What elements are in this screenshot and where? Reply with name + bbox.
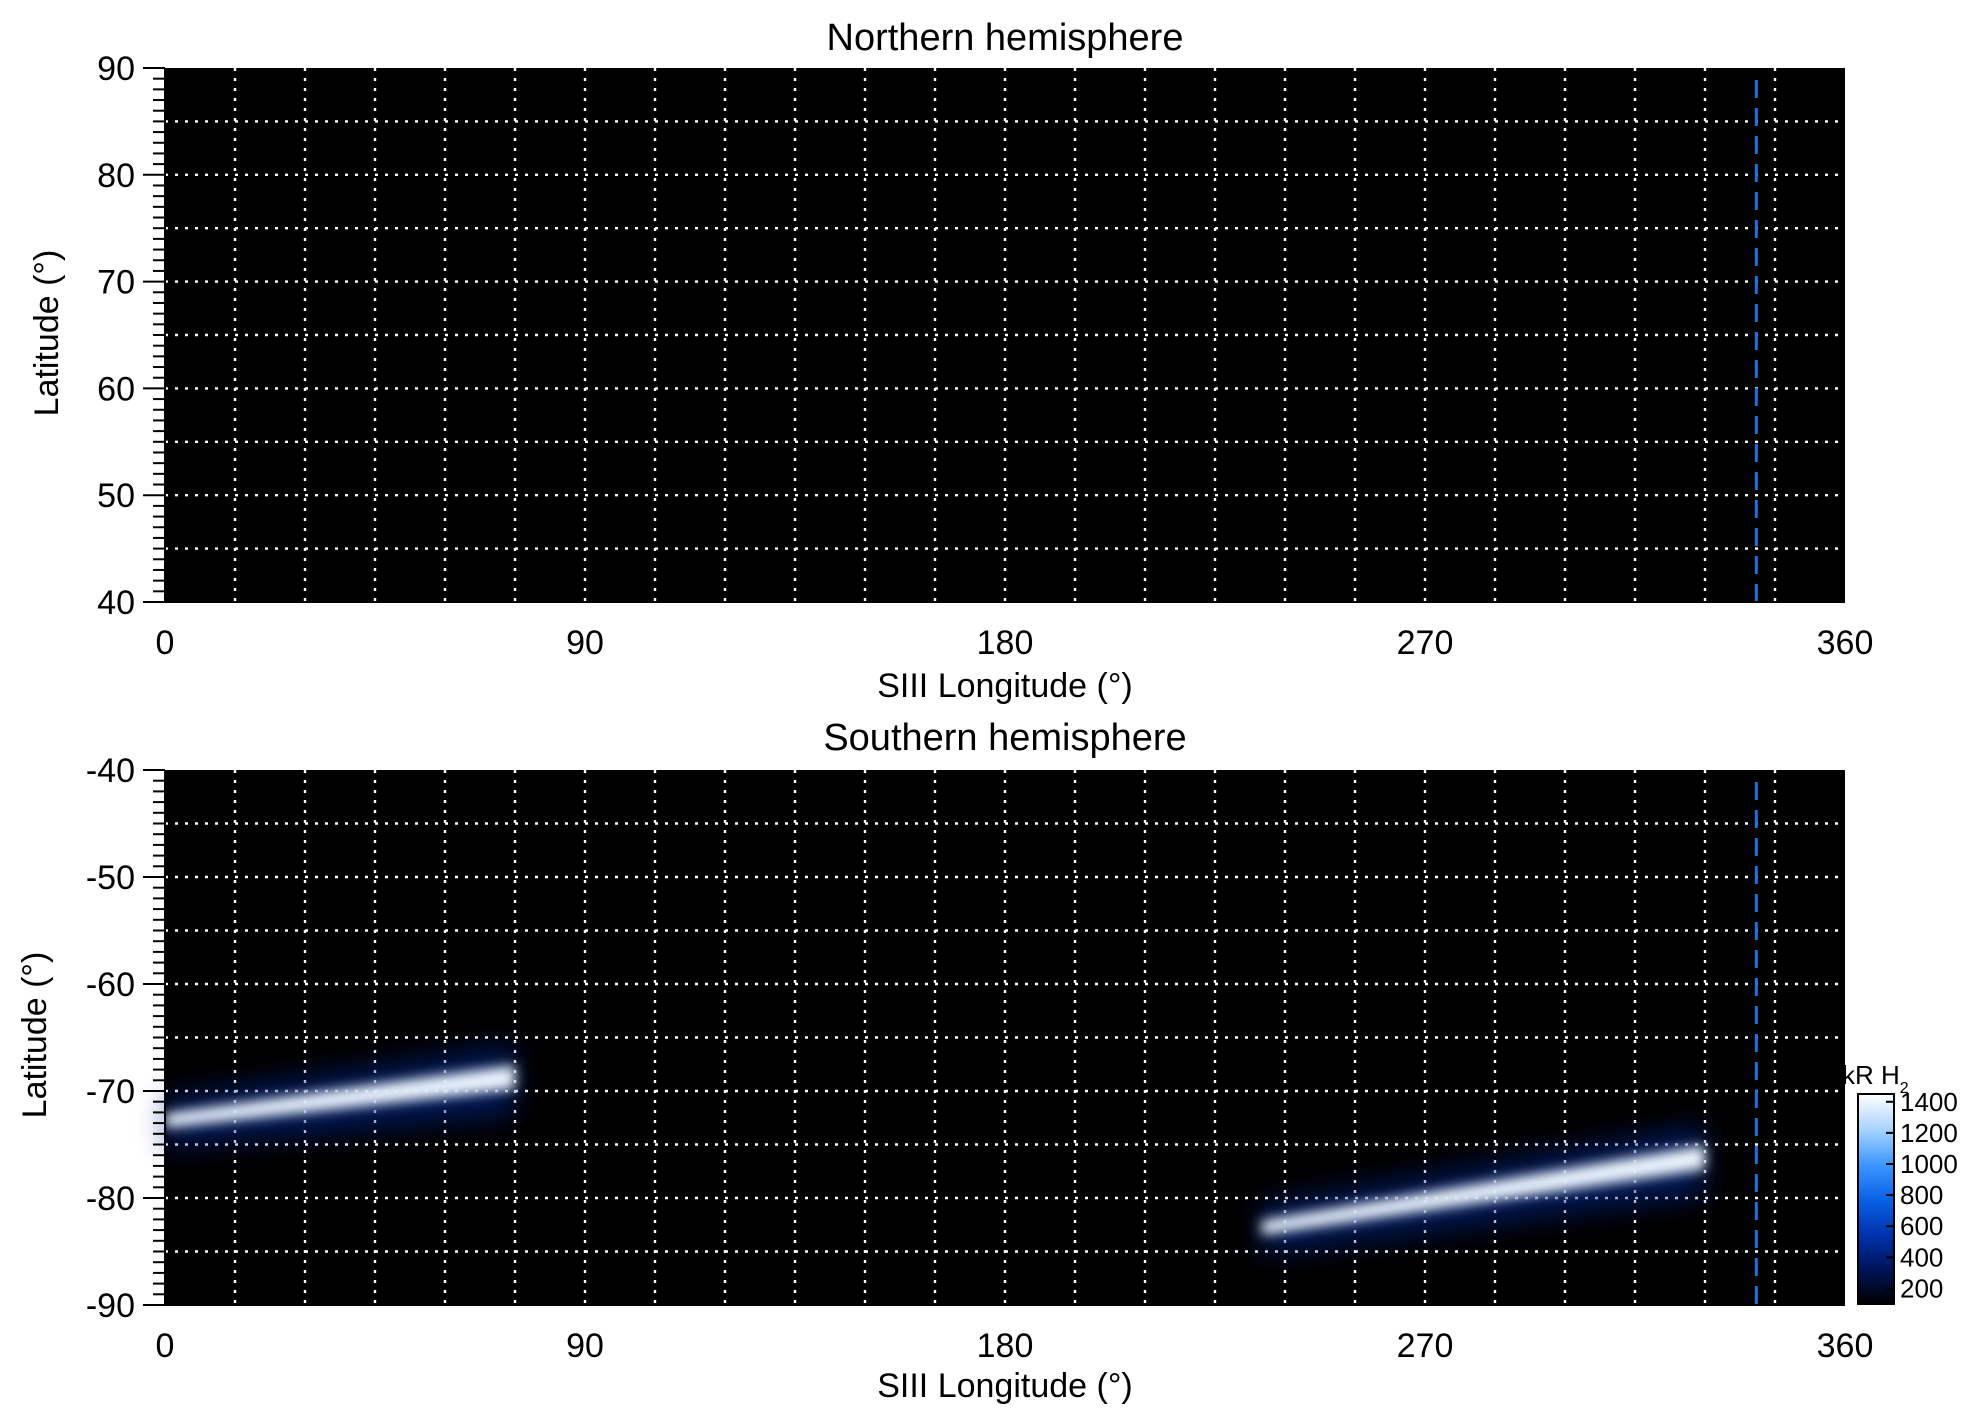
colorbar-tick-label: 600 bbox=[1900, 1211, 1943, 1241]
x-tick-label: 0 bbox=[156, 624, 175, 662]
y-tick-label: 90 bbox=[97, 50, 135, 88]
northern-hemisphere-panel: Northern hemisphere 40 50 60 70 80 90 0 90 180 2… bbox=[28, 17, 1873, 705]
emission-core-1-1 bbox=[1261, 1145, 1705, 1235]
x-tick-label: 90 bbox=[566, 1327, 604, 1365]
colorbar-tick-label: 800 bbox=[1900, 1180, 1943, 1210]
colorbar-tick-label: 200 bbox=[1900, 1273, 1943, 1303]
colorbar-title: kR H2 bbox=[1842, 1060, 1909, 1097]
y-axis-label-north: Latitude (°) bbox=[28, 250, 66, 417]
y-tick-label: -40 bbox=[86, 752, 135, 790]
x-axis-ticks-south: 0 90 180 270 360 bbox=[156, 1304, 1874, 1365]
y-tick-label: 70 bbox=[97, 264, 135, 302]
y-axis-label-south: Latitude (°) bbox=[16, 952, 54, 1119]
y-axis-ticks-south: -40 -50 -60 -70 -80 -90 bbox=[86, 752, 166, 1325]
colorbar-tick-label: 1400 bbox=[1900, 1087, 1958, 1117]
x-axis-ticks-north: 0 90 180 270 360 bbox=[156, 601, 1874, 662]
x-axis-label-north: SIII Longitude (°) bbox=[877, 667, 1133, 705]
emission-south bbox=[165, 1044, 1705, 1255]
y-tick-label: -60 bbox=[86, 966, 135, 1004]
emission-core-1-0 bbox=[165, 1064, 515, 1128]
x-tick-label: 270 bbox=[1397, 624, 1454, 662]
x-tick-label: 180 bbox=[977, 1327, 1034, 1365]
y-tick-label: 50 bbox=[97, 477, 135, 515]
colorbar-bar bbox=[1857, 1093, 1895, 1305]
y-axis-ticks-north: 40 50 60 70 80 90 bbox=[97, 50, 166, 622]
panel-title-south: Southern hemisphere bbox=[823, 717, 1186, 759]
y-tick-label: 60 bbox=[97, 370, 135, 408]
x-tick-label: 360 bbox=[1817, 1327, 1874, 1365]
y-tick-label: 40 bbox=[97, 584, 135, 622]
x-tick-label: 90 bbox=[566, 624, 604, 662]
x-tick-label: 0 bbox=[156, 1327, 175, 1365]
x-tick-label: 270 bbox=[1397, 1327, 1454, 1365]
southern-hemisphere-panel: Southern hemisphere -40 -50 -60 -70 -80 -90 0… bbox=[16, 717, 1873, 1405]
x-axis-label-south: SIII Longitude (°) bbox=[877, 1367, 1133, 1405]
colorbar-tick-label: 1000 bbox=[1900, 1149, 1958, 1179]
y-tick-label: -90 bbox=[86, 1287, 135, 1325]
x-tick-label: 360 bbox=[1817, 624, 1874, 662]
colorbar-tick-label: 400 bbox=[1900, 1242, 1943, 1272]
grid-north bbox=[165, 68, 1845, 602]
y-tick-label: -50 bbox=[86, 859, 135, 897]
y-tick-label: 80 bbox=[97, 157, 135, 195]
x-tick-label: 180 bbox=[977, 624, 1034, 662]
y-tick-label: -80 bbox=[86, 1180, 135, 1218]
colorbar-tick-label: 1200 bbox=[1900, 1118, 1958, 1148]
y-tick-label: -70 bbox=[86, 1073, 135, 1111]
panel-title-north: Northern hemisphere bbox=[827, 17, 1184, 59]
